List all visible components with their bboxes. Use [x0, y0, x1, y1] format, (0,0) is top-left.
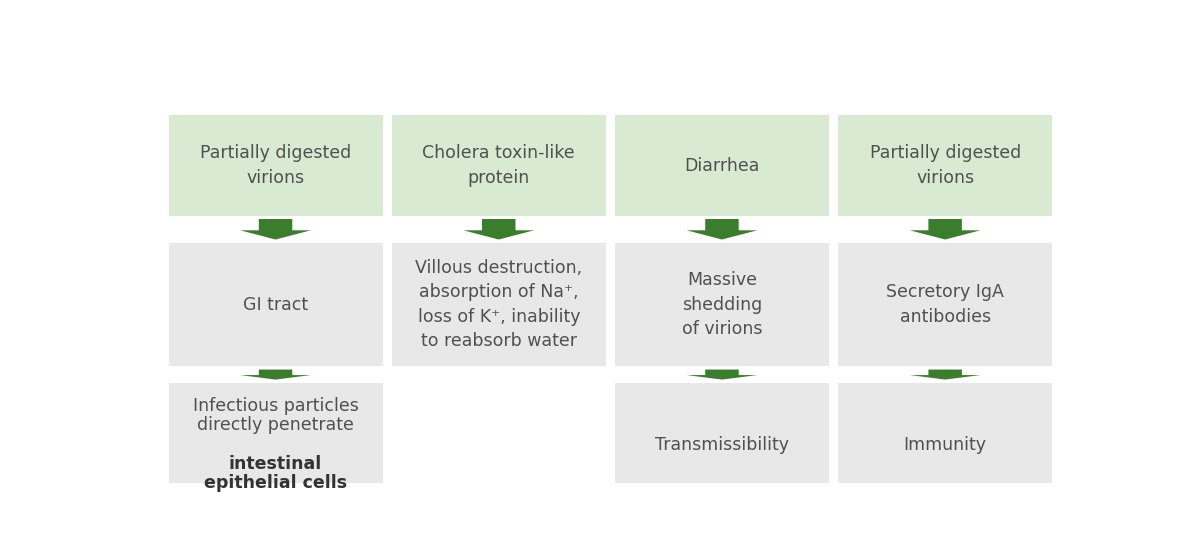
FancyBboxPatch shape [391, 115, 606, 216]
Text: directly penetrate: directly penetrate [197, 416, 354, 434]
FancyBboxPatch shape [168, 115, 383, 216]
Polygon shape [910, 370, 980, 380]
FancyBboxPatch shape [616, 243, 829, 366]
FancyBboxPatch shape [168, 383, 383, 506]
Text: intestinal: intestinal [229, 455, 322, 473]
Polygon shape [240, 219, 311, 239]
Polygon shape [686, 219, 757, 239]
Text: Diarrhea: Diarrhea [684, 156, 760, 174]
Text: Secretory IgA
antibodies: Secretory IgA antibodies [887, 283, 1004, 326]
FancyBboxPatch shape [839, 115, 1052, 216]
Text: Villous destruction,
absorption of Na⁺,
loss of K⁺, inability
to reabsorb water: Villous destruction, absorption of Na⁺, … [415, 259, 582, 350]
Polygon shape [910, 219, 980, 239]
FancyBboxPatch shape [168, 243, 383, 366]
FancyBboxPatch shape [839, 383, 1052, 506]
Polygon shape [686, 370, 757, 380]
Text: Infectious particles: Infectious particles [193, 397, 359, 415]
FancyBboxPatch shape [839, 243, 1052, 366]
Text: Immunity: Immunity [904, 435, 986, 453]
Polygon shape [463, 219, 534, 239]
Text: Massive
shedding
of virions: Massive shedding of virions [682, 271, 762, 338]
FancyBboxPatch shape [616, 383, 829, 506]
Text: GI tract: GI tract [242, 295, 308, 313]
Text: Cholera toxin-like
protein: Cholera toxin-like protein [422, 144, 575, 187]
Text: epithelial cells: epithelial cells [204, 475, 347, 493]
FancyBboxPatch shape [616, 115, 829, 216]
Polygon shape [240, 370, 311, 380]
Text: Transmissibility: Transmissibility [655, 435, 788, 453]
Text: Partially digested
virions: Partially digested virions [200, 144, 352, 187]
Text: Partially digested
virions: Partially digested virions [870, 144, 1021, 187]
FancyBboxPatch shape [391, 243, 606, 366]
